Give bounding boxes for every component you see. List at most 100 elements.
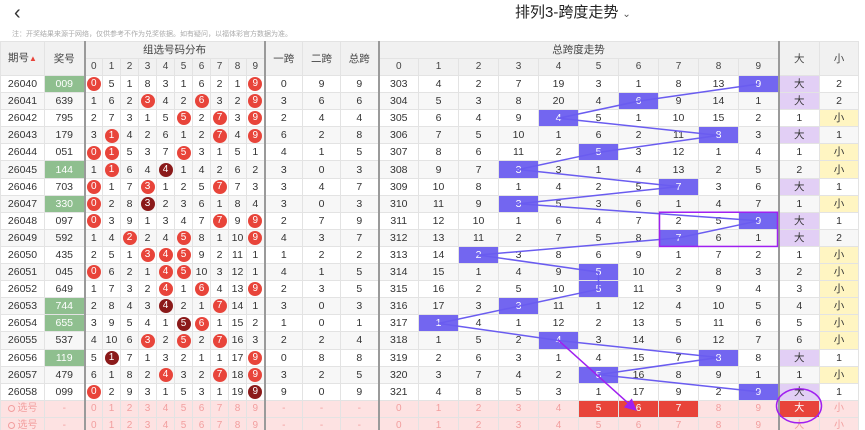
select-big-button[interactable]: 大: [777, 399, 820, 418]
select-digit-button[interactable]: 3: [138, 399, 157, 418]
select-trend-button[interactable]: 9: [738, 399, 779, 418]
digit-cell: 1: [246, 245, 265, 265]
select-trend-button[interactable]: 0: [377, 416, 419, 430]
trend-group-header: 总跨度走势: [377, 41, 779, 59]
select-trend-button[interactable]: 4: [538, 416, 579, 430]
trend-col-header: 1: [418, 58, 459, 76]
digit-cell: 9: [246, 211, 265, 230]
select-trend-button[interactable]: 6: [618, 416, 659, 430]
select-trend-button[interactable]: 3: [498, 399, 539, 418]
select-digit-button[interactable]: 3: [138, 416, 157, 430]
select-trend-button[interactable]: 8: [698, 416, 739, 430]
select-trend-button[interactable]: 8: [698, 399, 739, 418]
select-digit-button[interactable]: 7: [210, 399, 229, 418]
select-digit-button[interactable]: 5: [174, 399, 193, 418]
digit-cell: 0: [83, 143, 103, 162]
span1-cell: 6: [263, 126, 303, 145]
select-digit-button[interactable]: 6: [192, 399, 211, 418]
radio-icon[interactable]: [7, 404, 15, 412]
digit-ball: 2: [122, 231, 137, 246]
small-cell: 小: [819, 280, 859, 299]
select-digit-button[interactable]: 2: [120, 399, 139, 418]
digit-cell: 5: [174, 382, 193, 401]
select-trend-button[interactable]: 6: [618, 399, 659, 418]
digit-cell: 9: [246, 365, 265, 384]
select-digit-button[interactable]: 0: [83, 416, 103, 430]
trend-cell: 315: [377, 280, 419, 299]
select-digit-button[interactable]: 1: [102, 416, 121, 430]
select-digit-button[interactable]: 4: [156, 416, 175, 430]
chevron-left-icon[interactable]: ‹: [14, 2, 21, 24]
digit-cell: 9: [246, 348, 265, 367]
digit-ball: 9: [248, 77, 263, 92]
page-title[interactable]: 排列3-跨度走势 ⌄: [515, 3, 631, 25]
digit-ball: 4: [158, 282, 173, 297]
select-trend-button[interactable]: 5: [578, 416, 619, 430]
trend-cell: 10: [698, 297, 739, 316]
trend-hit-cell: 5: [578, 143, 619, 162]
prize-cell: 099: [44, 382, 85, 401]
select-trend-button[interactable]: 0: [377, 399, 419, 418]
digit-cell: 1: [246, 143, 265, 162]
radio-icon[interactable]: [7, 421, 15, 429]
digit-cell: 5: [174, 331, 193, 350]
digit-ball: 1: [104, 128, 119, 143]
digit-cell: 8: [192, 228, 211, 247]
select-digit-button[interactable]: 2: [120, 416, 139, 430]
trend-cell: 8: [658, 74, 699, 94]
trend-cell: 308: [377, 160, 419, 179]
trend-cell: 19: [538, 74, 579, 94]
select-digit-button[interactable]: 0: [83, 399, 103, 418]
select-digit-button[interactable]: 8: [228, 399, 247, 418]
trend-cell: 7: [738, 331, 779, 350]
table-row: 26050 435 2 5 1 3 4 5 9 2 11 1 1 2 2 313 14 2 3 8 6 9 1 7 2 1 小: [0, 245, 859, 265]
select-trend-button[interactable]: 4: [538, 399, 579, 418]
select-label-cell[interactable]: 选号: [0, 399, 45, 418]
digit-cell: 5: [174, 109, 193, 128]
span1-cell: 4: [263, 263, 303, 282]
digit-ball: 9: [248, 111, 263, 126]
select-big-button[interactable]: 大: [777, 416, 820, 430]
issue-cell: 26047: [0, 194, 45, 213]
select-trend-button[interactable]: 7: [658, 399, 699, 418]
span1-cell: 4: [263, 228, 303, 247]
select-digit-button[interactable]: 6: [192, 416, 211, 430]
select-digit-button[interactable]: 5: [174, 416, 193, 430]
digit-cell: 0: [83, 177, 103, 196]
small-cell: 1: [819, 177, 859, 196]
trend-hit-cell: 1: [418, 314, 459, 333]
select-digit-button[interactable]: 7: [210, 416, 229, 430]
digit-cell: 8: [102, 297, 121, 316]
select-label-cell[interactable]: 选号: [0, 416, 45, 430]
trend-cell: 14: [698, 92, 739, 111]
digit-cell: 1: [192, 297, 211, 316]
select-digit-button[interactable]: 4: [156, 399, 175, 418]
select-trend-button[interactable]: 1: [418, 416, 459, 430]
select-trend-button[interactable]: 7: [658, 416, 699, 430]
digit-cell: 1: [210, 382, 229, 401]
digit-cell: 2: [102, 194, 121, 213]
select-small-button[interactable]: 小: [819, 416, 859, 430]
select-trend-button[interactable]: 3: [498, 416, 539, 430]
trend-cell: 1: [578, 297, 619, 316]
big-cell: 4: [777, 297, 820, 316]
trend-cell: 1: [738, 228, 779, 247]
issue-header[interactable]: 期号▲: [0, 41, 45, 76]
digit-cell: 4: [246, 194, 265, 213]
select-digit-button[interactable]: 9: [246, 399, 265, 418]
total-span-cell: 2: [340, 245, 379, 265]
select-digit-button[interactable]: 8: [228, 416, 247, 430]
select-trend-button[interactable]: 1: [418, 399, 459, 418]
digit-ball: 5: [176, 248, 191, 263]
select-trend-button[interactable]: 5: [578, 399, 619, 418]
small-cell: 小: [819, 263, 859, 282]
sort-icon[interactable]: ▲: [29, 54, 37, 63]
select-digit-button[interactable]: 1: [102, 399, 121, 418]
select-small-button[interactable]: 小: [819, 399, 859, 418]
digit-cell: 1: [120, 74, 139, 94]
select-trend-button[interactable]: 9: [738, 416, 779, 430]
select-digit-button[interactable]: 9: [246, 416, 265, 430]
select-trend-button[interactable]: 2: [458, 399, 499, 418]
select-trend-button[interactable]: 2: [458, 416, 499, 430]
